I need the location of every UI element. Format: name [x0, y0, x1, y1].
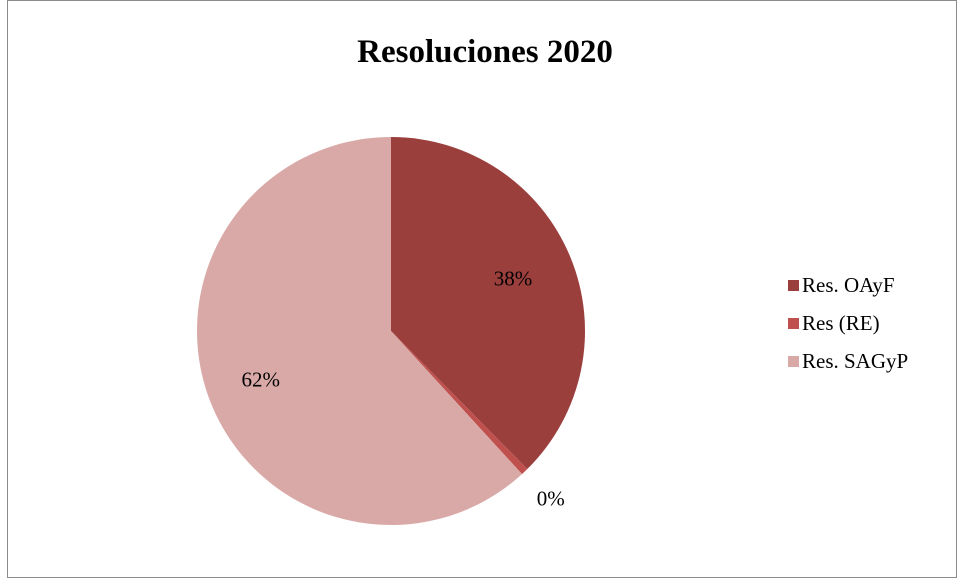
pie-slice-res-sagyp — [197, 137, 523, 525]
pie-data-labels: 38% 0% 62% — [242, 267, 565, 511]
legend-label-res-re: Res (RE) — [802, 311, 880, 335]
pie-slice-res-oayf — [391, 137, 585, 470]
pie-slices — [197, 137, 585, 525]
legend-swatch-res-sagyp — [788, 356, 799, 367]
data-label-res-oayf: 38% — [494, 267, 533, 291]
data-label-res-sagyp: 62% — [242, 367, 281, 391]
data-label-res-re: 0% — [537, 486, 565, 510]
legend-label-res-oayf: Res. OAyF — [802, 273, 895, 297]
legend-item-res-oayf: Res. OAyF — [788, 272, 908, 299]
legend-label-res-sagyp: Res. SAGyP — [802, 349, 909, 373]
legend-item-res-sagyp: Res. SAGyP — [788, 348, 908, 375]
legend-swatch-res-oayf — [788, 280, 799, 291]
chart-legend: Res. OAyF Res (RE) Res. SAGyP — [788, 272, 908, 386]
chart-title: Resoluciones 2020 — [357, 34, 613, 70]
legend-swatch-res-re — [788, 318, 799, 329]
legend-item-res-re: Res (RE) — [788, 310, 908, 337]
pie-slice-res-re — [391, 331, 528, 475]
